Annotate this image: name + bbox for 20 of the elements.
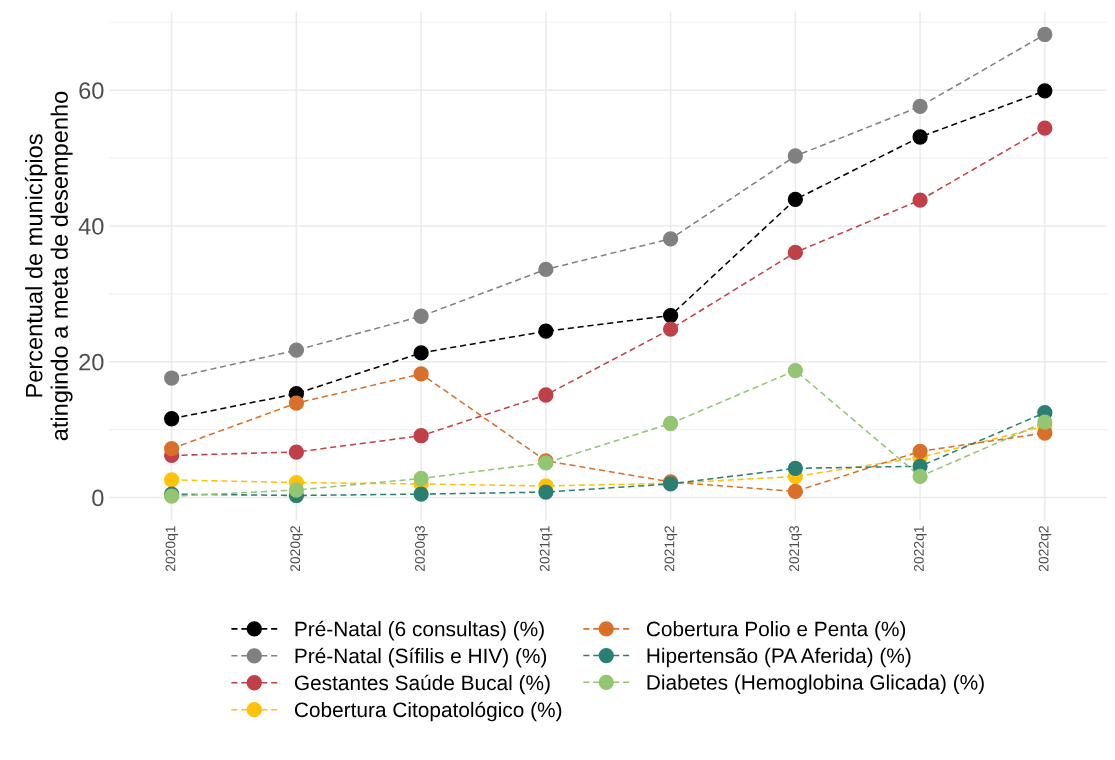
legend-label: Hipertensão (PA Aferida) (%) <box>647 647 911 668</box>
legend-label: Cobertura Citopatológico (%) <box>294 701 562 722</box>
y-tick-label: 60 <box>79 82 104 99</box>
x-tick-label: 2020q1 <box>165 526 179 572</box>
y-tick-label: 40 <box>78 218 104 235</box>
x-tick-label: 2021q1 <box>539 526 553 572</box>
y-tick-label: 0 <box>92 489 104 507</box>
y-axis-title: Percentual de municípios atingindo a meta de desempenho <box>24 91 73 441</box>
legend-label: Gestantes Saúde Bucal (%) <box>294 674 550 695</box>
x-tick-label: 2022q1 <box>913 526 927 572</box>
legend-label: Pré-Natal (6 consultas) (%) <box>295 620 544 641</box>
legend-label: Diabetes (Hemoglobina Glicada) (%) <box>647 674 984 694</box>
x-tick-label: 2021q3 <box>789 526 802 572</box>
legend-label: Cobertura Polio e Penta (%) <box>646 621 906 641</box>
x-tick-label: 2020q2 <box>290 526 303 572</box>
x-tick-label: 2021q2 <box>664 526 678 572</box>
y-tick-label: 20 <box>79 353 104 371</box>
legend-label: Pré-Natal (Sífilis e HIV) (%) <box>295 647 547 668</box>
x-tick-label: 2022q2 <box>1038 526 1052 572</box>
x-tick-label: 2020q3 <box>415 526 428 572</box>
